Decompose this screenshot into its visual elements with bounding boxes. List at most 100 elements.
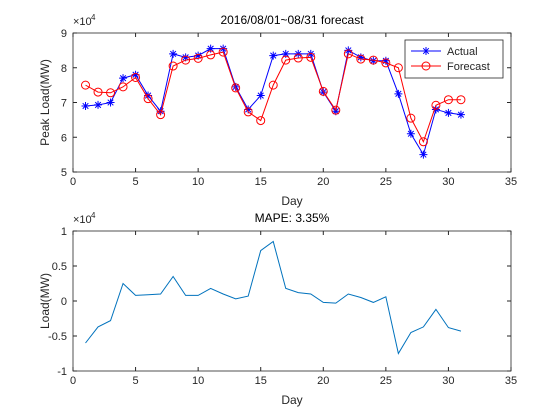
x-tick-label: 25	[380, 375, 392, 387]
x-tick-label: 0	[70, 375, 76, 387]
legend-marker	[422, 47, 430, 55]
x-tick-label: 10	[192, 375, 204, 387]
axes-box	[72, 32, 512, 173]
y-axis-label: Load(MW)	[38, 273, 52, 329]
x-tick-label: 35	[505, 375, 517, 387]
marker	[443, 95, 453, 105]
y-tick-label: -0.5	[48, 331, 67, 343]
marker	[181, 53, 190, 62]
x-tick-label: 5	[133, 176, 139, 188]
series-line	[85, 51, 461, 144]
axis-exponent: ×10	[73, 16, 92, 28]
chart-title: MAPE: 3.35%	[255, 211, 330, 225]
marker	[344, 46, 353, 55]
marker	[281, 55, 291, 65]
marker	[406, 113, 416, 123]
x-axis-label: Day	[281, 393, 302, 407]
marker	[356, 54, 366, 64]
marker	[306, 49, 315, 58]
marker	[444, 108, 453, 117]
y-tick-label: 8	[61, 63, 67, 75]
marker	[293, 53, 303, 63]
x-axis-label: Day	[281, 194, 302, 208]
marker	[406, 129, 415, 138]
x-tick-label: 5	[133, 375, 139, 387]
legend-item: Forecast	[411, 61, 490, 73]
x-tick-label: 20	[317, 176, 329, 188]
x-tick-label: 0	[70, 176, 76, 188]
marker	[156, 110, 166, 120]
marker	[94, 100, 103, 109]
marker	[331, 105, 341, 115]
plot-area	[73, 231, 511, 371]
marker	[456, 95, 466, 105]
marker	[256, 91, 265, 100]
legend-marker	[421, 61, 431, 71]
legend-label: Actual	[447, 46, 478, 58]
marker	[243, 107, 253, 117]
marker	[318, 86, 328, 96]
marker	[119, 74, 128, 83]
legend-label: Forecast	[447, 61, 490, 73]
marker	[418, 137, 428, 147]
marker	[256, 116, 266, 126]
marker	[456, 110, 465, 119]
marker	[356, 53, 365, 62]
y-tick-label: 7	[61, 98, 67, 110]
marker	[231, 83, 241, 93]
axis-exponent-power: 4	[91, 13, 96, 22]
x-tick-label: 30	[442, 176, 454, 188]
marker	[131, 70, 140, 79]
x-tick-label: 25	[380, 176, 392, 188]
marker	[306, 52, 316, 62]
marker	[393, 63, 403, 73]
marker	[218, 47, 228, 57]
legend-box	[404, 39, 504, 79]
y-tick-label: 9	[61, 28, 67, 40]
x-tick-label: 20	[317, 375, 329, 387]
y-axis-label: Peak Load(MW)	[38, 59, 52, 146]
marker	[156, 107, 165, 116]
marker	[193, 53, 203, 63]
series-markers	[81, 47, 466, 147]
marker	[106, 88, 116, 98]
marker	[219, 44, 228, 53]
marker	[394, 89, 403, 98]
x-tick-label: 15	[255, 176, 267, 188]
marker	[431, 100, 441, 110]
y-tick-label: 0.5	[52, 261, 67, 273]
marker	[144, 91, 153, 100]
y-tick-label: 0	[61, 296, 67, 308]
marker	[143, 94, 153, 104]
marker	[381, 58, 391, 68]
x-tick-label: 35	[505, 176, 517, 188]
marker	[131, 72, 141, 82]
marker	[343, 49, 353, 59]
marker	[381, 56, 390, 65]
marker	[81, 101, 90, 110]
marker	[106, 98, 115, 107]
axis-exponent-power: 4	[91, 211, 96, 220]
marker	[268, 80, 278, 90]
x-tick-label: 10	[192, 176, 204, 188]
y-tick-label: 5	[61, 167, 67, 179]
marker	[368, 55, 378, 65]
marker	[206, 50, 216, 60]
marker	[93, 87, 103, 97]
marker	[118, 82, 128, 92]
marker	[206, 44, 215, 53]
marker	[181, 55, 191, 65]
legend-item: Actual	[411, 46, 478, 58]
marker	[269, 51, 278, 60]
axes-box	[72, 230, 512, 372]
marker	[168, 61, 178, 71]
marker	[419, 150, 428, 159]
marker	[169, 49, 178, 58]
marker	[244, 105, 253, 114]
chart-title: 2016/08/01~08/31 forecast	[220, 13, 364, 27]
series-line	[85, 240, 462, 355]
marker	[81, 80, 91, 90]
y-tick-label: 1	[61, 226, 67, 238]
